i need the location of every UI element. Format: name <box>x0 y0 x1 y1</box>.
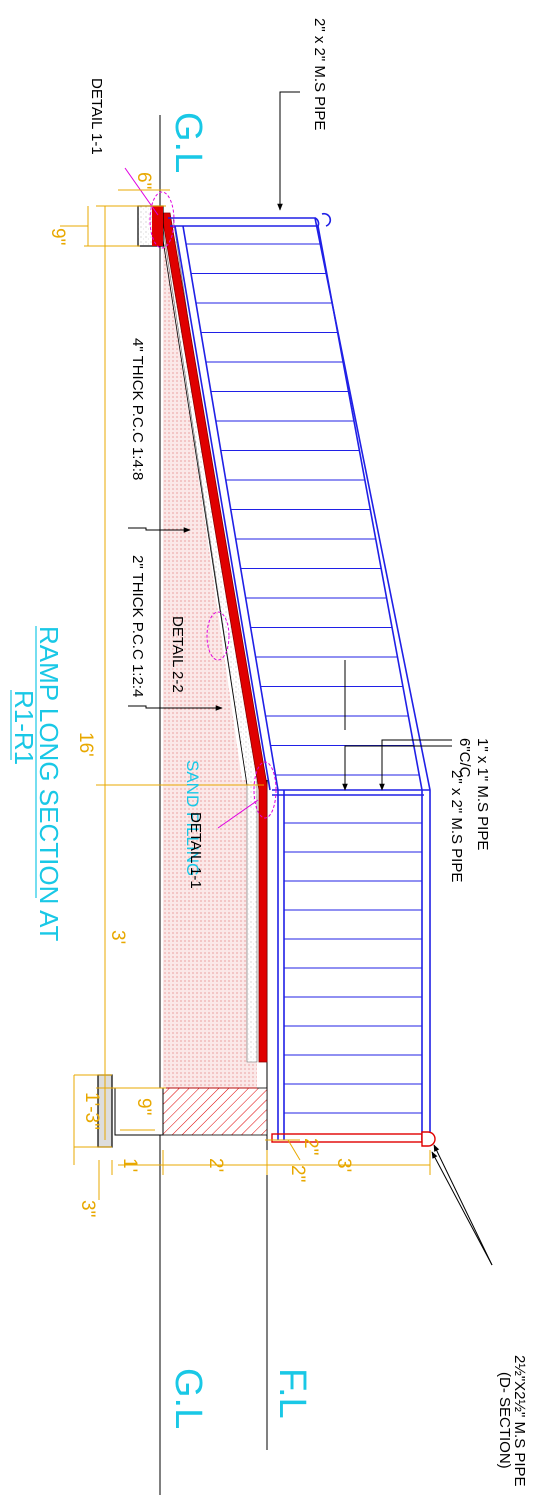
leader-pipe-top <box>277 91 300 211</box>
label-baluster-1: 1" x 1" M.S PIPE <box>474 738 491 850</box>
label-gl-top: G.L <box>167 112 209 173</box>
detail-marker-mid <box>206 611 230 661</box>
leader-pcc-148 <box>128 527 191 533</box>
label-fl-bottom: F.L <box>271 1368 313 1419</box>
footing-hatch <box>162 1087 268 1136</box>
label-pipe-top: 2" x 2" M.S PIPE <box>311 18 328 130</box>
bottom-pipe-red <box>271 1133 423 1143</box>
label-baluster-2: 6"C/C <box>456 738 473 778</box>
d-section-pipe <box>421 1131 436 1147</box>
baluster-set <box>186 243 422 1114</box>
label-dim-3in: 3" <box>77 1200 98 1217</box>
label-dim-6in: 6" <box>133 172 154 189</box>
sand-filling-region <box>163 228 257 1088</box>
label-dim-2in-a: 2" <box>300 1138 321 1155</box>
dimension-lines <box>60 189 431 1200</box>
label-dim-9in-footing: 9" <box>133 1098 154 1115</box>
label-dim-1ft3in: 1'-3" <box>81 1092 102 1130</box>
label-dim-1ft: 1' <box>119 1158 140 1172</box>
leader-pipe-mid <box>379 739 452 791</box>
footing-projection <box>114 1087 164 1136</box>
pcc-boundary-line <box>162 239 248 786</box>
leader-pcc-124 <box>128 705 223 711</box>
label-dim-3ft-left: 3' <box>107 930 128 944</box>
label-dim-2ft: 2' <box>205 1158 226 1172</box>
title-line-2: R1-R1 <box>9 690 39 765</box>
label-gl-bottom: G.L <box>167 1368 209 1429</box>
label-pcc-4in: 4" THICK P.C.C 1:4:8 <box>129 338 146 480</box>
handrail <box>168 212 431 1140</box>
leader-baluster-a <box>342 745 452 791</box>
label-d-section-2: (D- SECTION) <box>496 1372 513 1469</box>
label-detail-mid: DETAIL 2-2 <box>169 616 186 693</box>
label-dim-9in-top: 9" <box>47 228 68 245</box>
label-pcc-2in: 2" THICK P.C.C 1:2:4 <box>129 555 146 697</box>
detail-leader-top <box>124 167 159 216</box>
label-detail-bottom: DETAIL 1-1 <box>187 812 204 889</box>
label-dim-2in-b: 2" <box>287 1165 308 1182</box>
detail-leader-bottom <box>217 799 259 829</box>
detail-marker-bottom <box>253 761 277 819</box>
ramp-slab <box>162 212 268 1063</box>
detail-marker-top <box>149 191 175 249</box>
label-detail-top: DETAIL 1-1 <box>88 78 105 155</box>
label-d-section-1: 2½"X2½" M.S PIPE <box>511 1355 528 1487</box>
top-curb-red <box>152 206 163 246</box>
label-sand-filling: SAND FILLING <box>183 760 202 876</box>
leader-d-section-2 <box>433 1144 493 1266</box>
label-dim-16ft: 16' <box>75 732 96 757</box>
title-line-1: RAMP LONG SECTION AT <box>34 626 64 942</box>
label-dim-3ft-bottom: 3' <box>333 1158 354 1172</box>
label-pipe-mid: 2" x 2" M.S PIPE <box>448 770 465 882</box>
leader-d-section-1 <box>431 1151 493 1266</box>
